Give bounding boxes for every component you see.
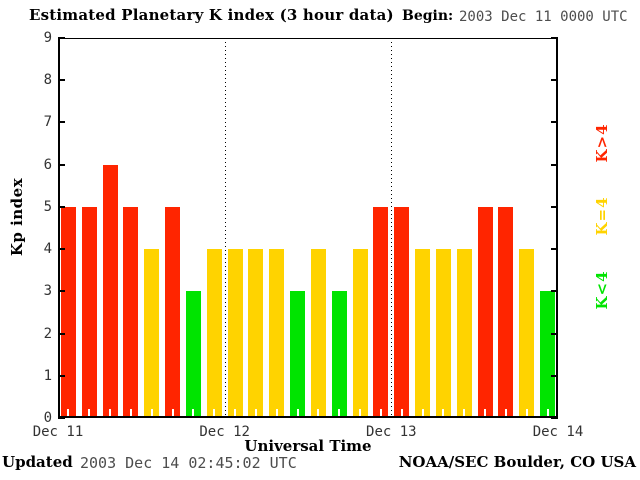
hour-tick-notch [421,409,424,418]
kp-bar [331,291,347,418]
y-tick-label: 2 [43,325,52,342]
kp-bar [185,291,201,418]
hour-tick-notch [275,409,278,418]
hour-tick-notch [254,409,257,418]
legend-item: K=4 [593,196,611,236]
x-tick-label: Dec 11 [32,424,84,440]
y-tick-label: 4 [43,241,52,258]
kp-bar [435,249,451,418]
kp-bar [415,249,431,418]
y-axis-label: Kp index [8,177,26,257]
begin-value: 2003 Dec 11 0000 UTC [459,9,628,25]
kp-bar [519,249,535,418]
chart-title: Estimated Planetary K index (3 hour data… [29,6,394,24]
legend-item: K<4 [593,270,611,310]
plot-area [58,38,558,418]
kp-bar [352,249,368,418]
y-tick-left [58,248,65,251]
hour-tick-notch [192,409,195,418]
y-tick-right [551,121,558,124]
y-tick-left [58,290,65,293]
kp-bar [165,206,181,418]
y-tick-right [551,374,558,377]
legend-item: K>4 [593,123,611,163]
y-tick-right [551,417,558,419]
kp-bar [456,249,472,418]
y-tick-left [58,79,65,82]
hour-tick-notch [463,409,466,418]
credit-text: NOAA/SEC Boulder, CO USA [398,453,636,471]
y-tick-left [58,163,65,166]
y-tick-label: 7 [43,114,52,131]
kp-bar [227,249,243,418]
kp-bar [498,206,514,418]
y-tick-label: 0 [43,410,52,426]
y-tick-left [58,374,65,377]
kp-bar [394,206,410,418]
y-tick-label: 8 [43,72,52,89]
kp-bar [144,249,160,418]
begin-label: Begin: [402,8,454,24]
kp-bar [248,249,264,418]
y-tick-left [58,332,65,335]
y-tick-left [58,37,65,39]
hour-tick-notch [546,409,549,418]
hour-tick-notch [317,409,320,418]
kp-bar [123,206,139,418]
kp-bar [206,249,222,418]
hour-tick-notch [504,409,507,418]
hour-tick-notch [359,409,362,418]
hour-tick-notch [129,409,132,418]
x-axis-label: Universal Time [244,437,372,455]
hour-tick-notch [234,409,237,418]
y-tick-left [58,205,65,208]
hour-tick-notch [213,409,216,418]
x-tick-label: Dec 12 [199,424,250,440]
hour-tick-notch [171,409,174,418]
hour-tick-notch [109,409,112,418]
kp-bar [102,164,118,418]
day-separator [224,38,226,418]
y-tick-right [551,163,558,166]
y-tick-label: 9 [43,30,52,46]
kp-bar [373,206,389,418]
hour-tick-notch [338,409,341,418]
y-tick-right [551,37,558,39]
hour-tick-notch [442,409,445,418]
hour-tick-notch [525,409,528,418]
y-tick-right [551,79,558,82]
kp-bar [477,206,493,418]
y-tick-left [58,121,65,124]
day-separator [391,38,393,418]
updated-label: Updated [2,453,73,471]
updated-value: 2003 Dec 14 02:45:02 UTC [80,454,297,472]
x-tick-label: Dec 14 [532,424,584,440]
kp-bar [540,291,556,418]
hour-tick-notch [484,409,487,418]
kp-bar [269,249,285,418]
y-tick-left [58,417,65,419]
kp-bar [290,291,306,418]
y-tick-right [551,332,558,335]
y-tick-right [551,248,558,251]
hour-tick-notch [379,409,382,418]
y-tick-label: 1 [43,367,52,384]
kp-bar [60,206,76,418]
hour-tick-notch [88,409,91,418]
kp-bar [81,206,97,418]
y-tick-label: 3 [43,283,52,300]
x-tick-label: Dec 13 [366,424,417,440]
hour-tick-notch [67,409,70,418]
hour-tick-notch [400,409,403,418]
hour-tick-notch [150,409,153,418]
y-tick-label: 5 [43,198,52,215]
y-tick-label: 6 [43,156,52,173]
hour-tick-notch [296,409,299,418]
y-tick-right [551,205,558,208]
y-tick-right [551,290,558,293]
kp-bar [310,249,326,418]
